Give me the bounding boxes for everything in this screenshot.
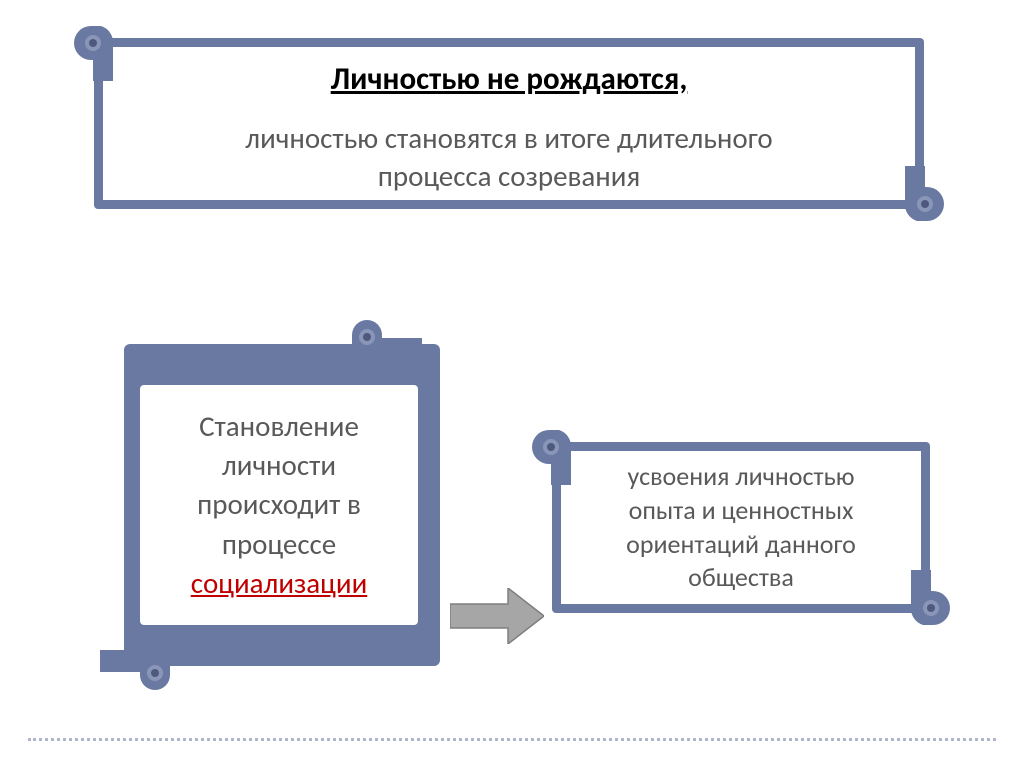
subtitle-line: личностью становятся в итоге длительного (245, 120, 772, 156)
panel-line: личности (222, 446, 336, 485)
subtitle-line: процесса созревания (378, 158, 641, 194)
scroll-curl-icon (532, 430, 587, 485)
top-scroll-content: Личностью не рождаются, личностью станов… (134, 60, 884, 195)
slide-title: Личностью не рождаются, (134, 60, 884, 98)
panel-line: ориентаций данного (626, 528, 856, 560)
right-scroll: усвоения личностью опыта и ценностных ор… (532, 430, 950, 625)
right-scroll-frame: усвоения личностью опыта и ценностных ор… (552, 442, 930, 613)
panel-line: общества (688, 561, 794, 593)
scroll-curl-icon (74, 26, 129, 81)
left-scroll: Становление личности происходит в процес… (100, 320, 440, 690)
panel-line: усвоения личностью (627, 460, 854, 492)
top-scroll: Личностью не рождаются, личностью станов… (74, 26, 944, 221)
scroll-curl-icon (100, 635, 170, 690)
footer-dotted-line (28, 738, 996, 741)
panel-line: опыта и ценностных (629, 494, 854, 526)
arrow-icon (450, 588, 544, 644)
right-panel-text: усвоения личностью опыта и ценностных ор… (626, 460, 856, 595)
panel-highlight: социализации (191, 564, 368, 603)
slide-subtitle: личностью становятся в итоге длительного… (134, 120, 884, 195)
scroll-curl-icon (889, 166, 944, 221)
scroll-curl-icon (895, 570, 950, 625)
left-panel: Становление личности происходит в процес… (140, 385, 418, 625)
panel-line: Становление (199, 407, 359, 446)
panel-line: происходит в (197, 485, 361, 524)
panel-line: процессе (222, 525, 336, 564)
scroll-curl-icon (352, 320, 422, 375)
